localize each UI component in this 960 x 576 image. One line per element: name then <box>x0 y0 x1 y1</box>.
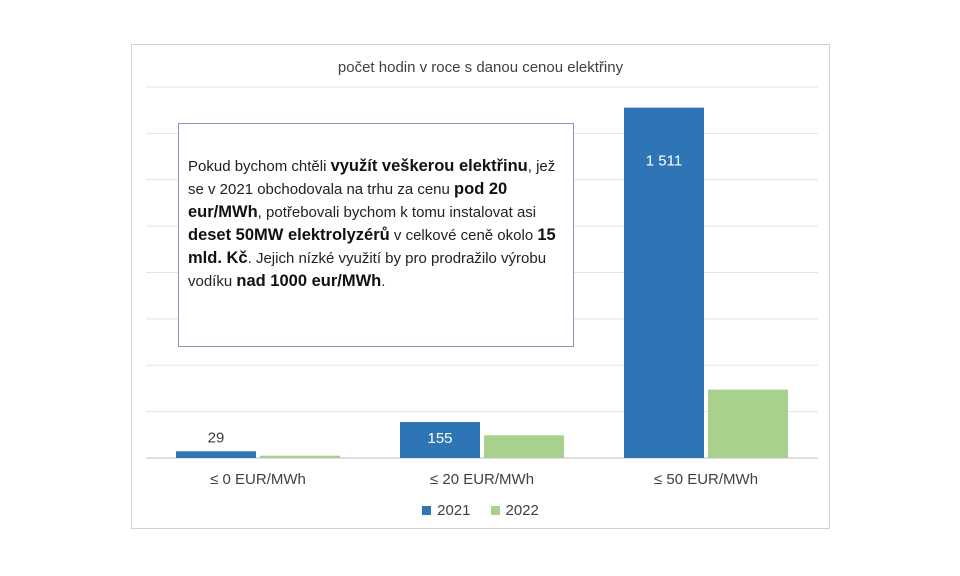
category-label: ≤ 0 EUR/MWh <box>210 471 306 488</box>
annotation-text: , potřebovali bychom k tomu instalovat a… <box>257 204 537 221</box>
annotation-text: , jež se v 2021 obchodovala na trhu za c… <box>188 158 556 198</box>
annotation-text: . <box>381 273 386 290</box>
annotation-bold-text: nad 1000 eur/MWh <box>236 272 382 290</box>
bar-2022-2 <box>484 435 564 458</box>
legend-swatch <box>490 506 500 515</box>
annotation-bold-text: deset 50MW elektrolyzérů <box>188 226 390 244</box>
legend-swatch <box>422 506 432 515</box>
legend-label: 2022 <box>505 502 539 519</box>
legend-item: 2022 <box>490 502 539 519</box>
annotation-text: v celkové ceně okolo <box>389 227 538 244</box>
category-label: ≤ 20 EUR/MWh <box>429 471 535 488</box>
annotation-text: . Jejich nízké využití by pro prodražilo… <box>188 250 547 290</box>
annotation-bold-text: 15 mld. Kč <box>188 226 556 267</box>
bar-2021-3 <box>624 107 704 458</box>
data-label-2021-3: 1 511 <box>646 153 682 170</box>
bar-2021-1 <box>176 451 256 458</box>
annotation-box: Pokud bychom chtěli využít veškerou elek… <box>178 123 574 347</box>
category-label: ≤ 50 EUR/MWh <box>653 471 759 488</box>
legend-item: 2021 <box>422 502 471 519</box>
legend: 2021 2022 <box>132 502 829 519</box>
legend-label: 2021 <box>437 502 471 519</box>
annotation-bold-text: pod 20 eur/MWh <box>188 180 508 221</box>
bar-2022-1 <box>260 455 340 458</box>
annotation-bold-text: využít veškerou elektřinu <box>330 157 528 175</box>
data-label-2021-2: 155 <box>427 430 452 447</box>
chart-frame: počet hodin v roce s danou cenou elektři… <box>131 44 830 529</box>
chart-title: počet hodin v roce s danou cenou elektři… <box>337 59 624 76</box>
data-label-2021-1: 29 <box>208 429 225 446</box>
bar-2022-3 <box>708 389 788 458</box>
annotation-text: Pokud bychom chtěli <box>188 158 331 175</box>
bar-2021-2 <box>400 422 480 458</box>
